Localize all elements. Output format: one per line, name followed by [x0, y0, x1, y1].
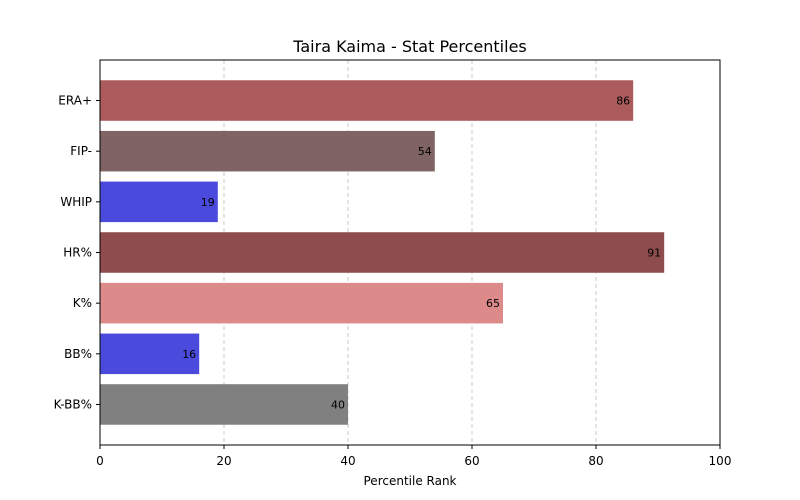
bar: [100, 80, 634, 121]
x-tick-label: 0: [96, 454, 104, 468]
bar: [100, 384, 348, 425]
x-tick-label: 20: [216, 454, 231, 468]
y-tick-label: K%: [73, 296, 92, 310]
x-axis: 0 20 40 60 80 100: [96, 445, 731, 468]
bar-value-label: 86: [616, 95, 630, 108]
x-tick-label: 100: [709, 454, 732, 468]
data-labels: 86 54 19 91 65 16 40: [182, 95, 661, 412]
bars: [100, 80, 665, 425]
bar-value-label: 19: [201, 196, 215, 209]
y-tick-label: WHIP: [60, 195, 92, 209]
x-tick-label: 80: [588, 454, 603, 468]
x-tick-label: 60: [464, 454, 479, 468]
x-axis-label: Percentile Rank: [364, 474, 457, 488]
bar-value-label: 91: [647, 247, 661, 260]
bar: [100, 333, 200, 375]
y-tick-label: FIP-: [70, 144, 92, 158]
x-tick-label: 40: [340, 454, 355, 468]
bar: [100, 282, 503, 324]
y-tick-label: HR%: [63, 246, 92, 260]
bar: [100, 130, 435, 172]
bar-value-label: 54: [418, 145, 432, 158]
y-tick-label: K-BB%: [54, 397, 92, 411]
bar: [100, 232, 665, 273]
chart-title: Taira Kaima - Stat Percentiles: [292, 37, 527, 56]
y-tick-label: ERA+: [58, 94, 92, 108]
bar-value-label: 40: [331, 398, 345, 411]
bar-value-label: 16: [182, 348, 196, 361]
bar: [100, 181, 218, 223]
y-axis: ERA+ FIP- WHIP HR% K% BB% K-BB%: [54, 94, 100, 411]
y-tick-label: BB%: [64, 347, 92, 361]
bar-value-label: 65: [486, 297, 500, 310]
